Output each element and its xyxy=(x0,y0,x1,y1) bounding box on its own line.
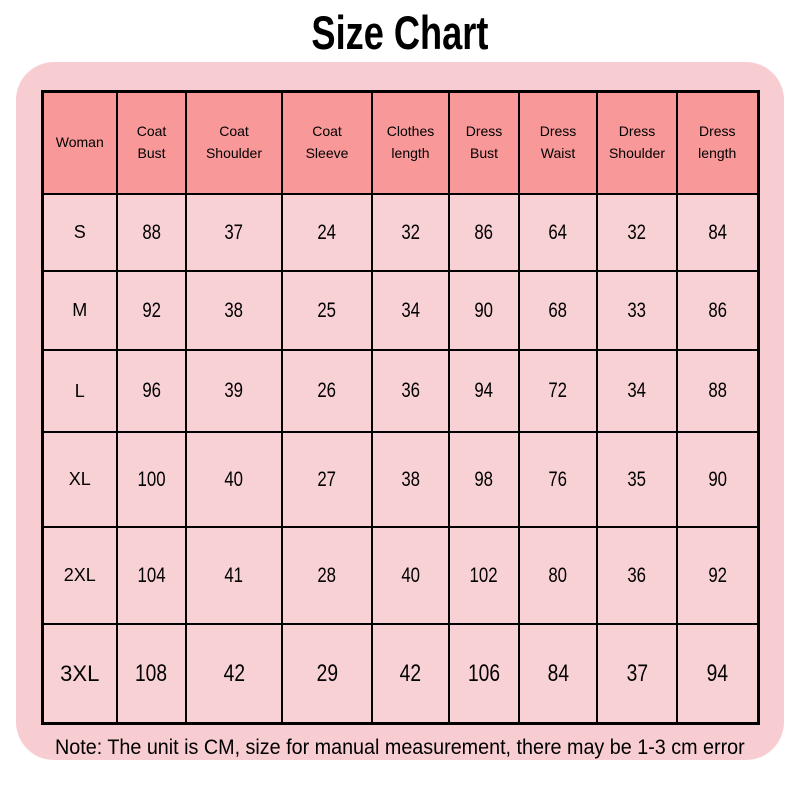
note-text: Note: The unit is CM, size for manual me… xyxy=(16,736,784,766)
column-header-dress-shoulder: Dress Shoulder xyxy=(596,90,678,195)
value-cell: 80 xyxy=(518,526,598,625)
table-row-xl: XL 100 40 27 38 98 76 35 90 xyxy=(41,431,759,528)
value-cell: 37 xyxy=(596,623,678,725)
size-chart-card: Woman Coat Bust Coat Shoulder Coat Sleev… xyxy=(16,62,784,760)
value-cell: 33 xyxy=(596,270,678,351)
value-cell: 32 xyxy=(371,193,450,272)
column-header-clothes-length: Clothes length xyxy=(371,90,450,195)
value-cell: 37 xyxy=(185,193,283,272)
row-label: L xyxy=(41,349,118,433)
value-cell: 92 xyxy=(116,270,187,351)
value-cell: 90 xyxy=(676,431,759,528)
column-header-dress-waist: Dress Waist xyxy=(518,90,598,195)
column-header-woman: Woman xyxy=(41,90,118,195)
value-cell: 38 xyxy=(371,431,450,528)
value-cell: 24 xyxy=(281,193,373,272)
table-row-m: M 92 38 25 34 90 68 33 86 xyxy=(41,270,759,351)
value-cell: 86 xyxy=(448,193,520,272)
value-cell: 36 xyxy=(596,526,678,625)
value-cell: 35 xyxy=(596,431,678,528)
row-label: 2XL xyxy=(41,526,118,625)
value-cell: 39 xyxy=(185,349,283,433)
value-cell: 90 xyxy=(448,270,520,351)
note-text-content: Note: The unit is CM, size for manual me… xyxy=(55,736,745,759)
value-cell: 34 xyxy=(596,349,678,433)
table-row-l: L 96 39 26 36 94 72 34 88 xyxy=(41,349,759,433)
value-cell: 108 xyxy=(116,623,187,725)
row-label: M xyxy=(41,270,118,351)
value-cell: 40 xyxy=(371,526,450,625)
value-cell: 84 xyxy=(676,193,759,272)
value-cell: 86 xyxy=(676,270,759,351)
value-cell: 106 xyxy=(448,623,520,725)
table-row-2xl: 2XL 104 41 28 40 102 80 36 92 xyxy=(41,526,759,625)
value-cell: 72 xyxy=(518,349,598,433)
value-cell: 25 xyxy=(281,270,373,351)
value-cell: 104 xyxy=(116,526,187,625)
value-cell: 42 xyxy=(185,623,283,725)
value-cell: 36 xyxy=(371,349,450,433)
value-cell: 34 xyxy=(371,270,450,351)
value-cell: 98 xyxy=(448,431,520,528)
value-cell: 41 xyxy=(185,526,283,625)
column-header-coat-bust: Coat Bust xyxy=(116,90,187,195)
size-chart-table: Woman Coat Bust Coat Shoulder Coat Sleev… xyxy=(40,90,760,725)
value-cell: 40 xyxy=(185,431,283,528)
value-cell: 100 xyxy=(116,431,187,528)
table-row-s: S 88 37 24 32 86 64 32 84 xyxy=(41,193,759,272)
table-header-row: Woman Coat Bust Coat Shoulder Coat Sleev… xyxy=(41,90,759,195)
value-cell: 88 xyxy=(116,193,187,272)
row-label: 3XL xyxy=(41,623,118,725)
value-cell: 94 xyxy=(448,349,520,433)
value-cell: 32 xyxy=(596,193,678,272)
value-cell: 27 xyxy=(281,431,373,528)
value-cell: 96 xyxy=(116,349,187,433)
page-title-text: Size Chart xyxy=(311,6,489,59)
column-header-coat-shoulder: Coat Shoulder xyxy=(185,90,283,195)
page-title: Size Chart xyxy=(0,0,800,62)
value-cell: 88 xyxy=(676,349,759,433)
value-cell: 94 xyxy=(676,623,759,725)
value-cell: 68 xyxy=(518,270,598,351)
value-cell: 29 xyxy=(281,623,373,725)
value-cell: 102 xyxy=(448,526,520,625)
row-label: XL xyxy=(41,431,118,528)
row-label: S xyxy=(41,193,118,272)
value-cell: 38 xyxy=(185,270,283,351)
column-header-dress-length: Dress length xyxy=(676,90,759,195)
value-cell: 92 xyxy=(676,526,759,625)
value-cell: 42 xyxy=(371,623,450,725)
table-row-3xl: 3XL 108 42 29 42 106 84 37 94 xyxy=(41,623,759,725)
column-header-dress-bust: Dress Bust xyxy=(448,90,520,195)
column-header-coat-sleeve: Coat Sleeve xyxy=(281,90,373,195)
value-cell: 28 xyxy=(281,526,373,625)
value-cell: 64 xyxy=(518,193,598,272)
value-cell: 26 xyxy=(281,349,373,433)
value-cell: 84 xyxy=(518,623,598,725)
value-cell: 76 xyxy=(518,431,598,528)
